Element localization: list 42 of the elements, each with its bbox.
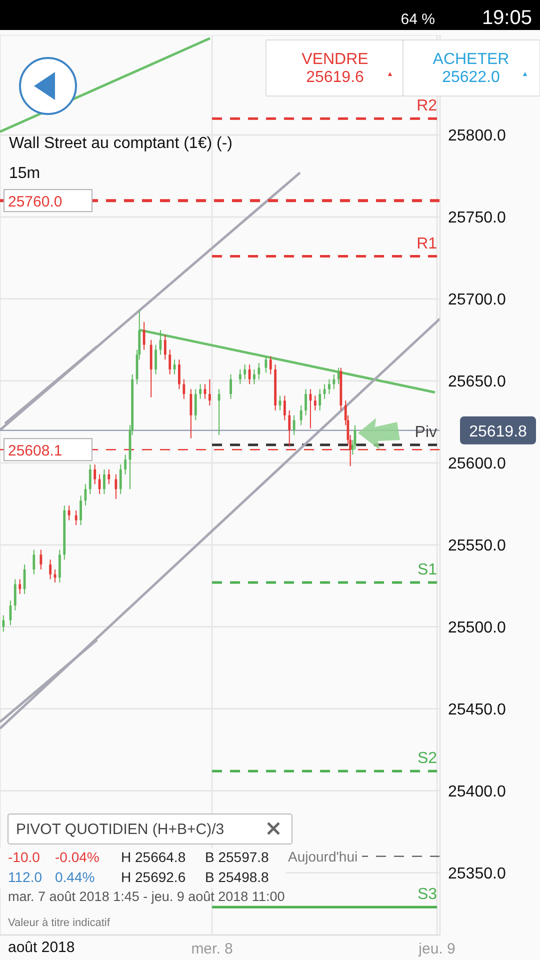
y-tick-label: 25600.0 [448, 456, 506, 473]
annotation: PIVOT QUOTIDIEN (H+B+C)/3 [16, 821, 224, 838]
annotation: 0.44% [55, 869, 95, 885]
annotation: mar. 7 août 2018 1:45 - jeu. 9 août 2018 11:00 [8, 889, 285, 904]
annotation: -10.0 [8, 849, 40, 865]
text: 25622.0 [442, 69, 500, 86]
y-tick-label: 25400.0 [448, 783, 506, 800]
series-label: Piv [414, 424, 438, 441]
series-label: S2 [417, 750, 438, 768]
series-label: R2 [416, 98, 438, 115]
x-tick-label: mer. 8 [191, 940, 233, 958]
y-tick-label: 25650.0 [448, 374, 506, 391]
y-tick-label: 25800.0 [448, 128, 506, 145]
y-tick-label: 25450.0 [448, 701, 506, 718]
series-label: S1 [417, 562, 438, 579]
annotation: 25619.6 [306, 69, 364, 86]
annotation: H 25664.8 [121, 849, 186, 865]
text: Wall Street au comptant (1€) (-) [9, 135, 232, 152]
y-tick-label: 25750.0 [448, 210, 506, 227]
annotation: 112.0 [8, 869, 42, 885]
x-tick-label: jeu. 9 [418, 940, 456, 958]
y-tick-label: 25500.0 [448, 619, 506, 636]
y-tick-label: 25350.0 [448, 865, 506, 882]
annotation: B 25597.8 [205, 849, 270, 865]
y-tick-label: 25550.0 [448, 538, 506, 555]
series-label: S3 [417, 886, 438, 904]
y-tick-label: 25700.0 [448, 292, 506, 309]
ref-line-label: 25760.0 [8, 194, 62, 211]
annotation: 15m [9, 165, 40, 182]
ref-line-label: 25619.8 [469, 423, 528, 440]
annotation: B 25498.8 [205, 869, 270, 885]
annotation: -0.04% [55, 849, 100, 865]
text: 19:05 [482, 7, 532, 29]
annotation: VENDRE [302, 51, 368, 68]
ref-line-label: 25608.1 [8, 442, 62, 460]
text: 64 % [400, 11, 435, 28]
series-label: R1 [416, 235, 438, 252]
annotation: Valeur à titre indicatif [8, 917, 111, 929]
text: août 2018 [8, 939, 75, 956]
ref-line-label: Aujourd'hui [288, 848, 358, 864]
annotation: H 25692.6 [121, 869, 186, 885]
annotation: ACHETER [432, 51, 510, 68]
